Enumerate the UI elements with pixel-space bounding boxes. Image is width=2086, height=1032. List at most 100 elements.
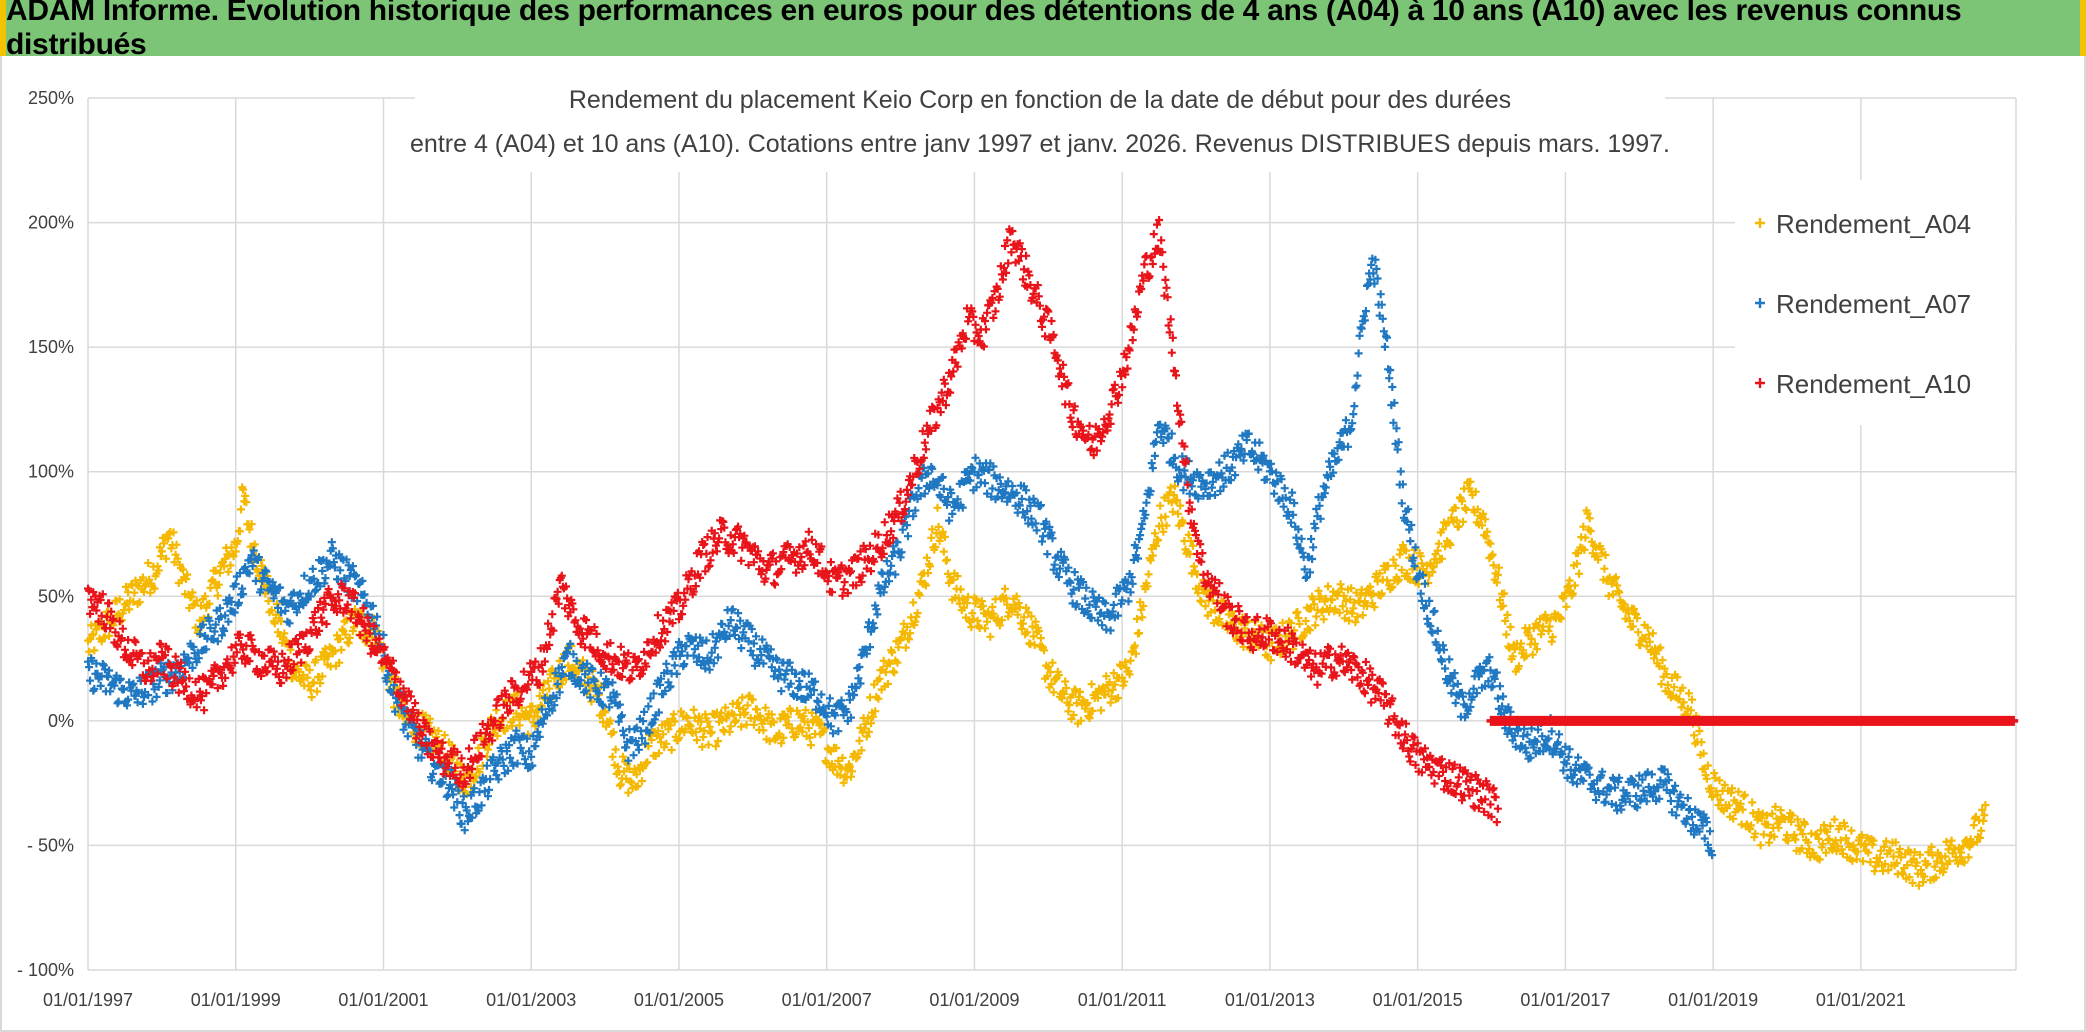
data-point	[1459, 692, 1467, 701]
data-point	[494, 775, 503, 784]
data-point	[1185, 550, 1194, 559]
data-point	[1317, 669, 1326, 678]
data-point	[689, 705, 698, 714]
data-point	[1875, 853, 1884, 862]
data-point	[1466, 703, 1475, 711]
data-point	[373, 612, 382, 621]
data-point	[588, 664, 597, 673]
data-point	[1410, 562, 1419, 571]
data-point	[497, 692, 506, 700]
data-point	[282, 673, 291, 682]
data-point	[904, 532, 912, 541]
data-point	[223, 599, 232, 608]
data-point	[653, 611, 662, 620]
data-point	[1429, 563, 1438, 572]
data-point	[1153, 220, 1161, 229]
data-point	[335, 596, 344, 605]
data-point	[1237, 445, 1246, 453]
data-point	[1128, 579, 1137, 588]
data-point	[1344, 442, 1352, 451]
data-point	[316, 582, 325, 591]
data-point	[1284, 637, 1293, 646]
data-point	[1004, 259, 1013, 268]
data-point	[742, 720, 751, 729]
data-point	[569, 650, 578, 659]
x-tick-label: 01/01/2019	[1668, 990, 1758, 1010]
data-point	[649, 689, 658, 698]
data-point	[996, 479, 1005, 488]
data-point	[1822, 848, 1830, 857]
data-point	[953, 495, 962, 504]
data-point	[1583, 509, 1592, 518]
data-point	[472, 731, 481, 740]
data-point	[1519, 646, 1528, 655]
data-point	[277, 679, 286, 687]
data-point	[1720, 780, 1729, 789]
data-point	[703, 533, 712, 542]
data-point	[826, 558, 835, 567]
data-point	[153, 669, 162, 678]
data-point	[1437, 657, 1446, 666]
data-point	[1891, 838, 1900, 847]
data-point	[1765, 838, 1774, 847]
data-point	[1065, 400, 1074, 409]
data-point	[1184, 530, 1193, 539]
data-point	[1980, 811, 1989, 820]
data-point	[1493, 804, 1502, 813]
data-point	[457, 754, 466, 763]
data-point	[1254, 465, 1263, 474]
data-point	[1014, 256, 1023, 265]
data-point	[285, 619, 294, 628]
data-point	[498, 713, 507, 722]
data-point	[1321, 483, 1330, 492]
data-point	[624, 756, 633, 765]
data-point	[1122, 585, 1131, 594]
data-point	[576, 676, 585, 685]
data-point	[1109, 669, 1118, 678]
data-point	[850, 691, 859, 700]
data-point	[119, 685, 128, 693]
data-point	[1481, 682, 1490, 690]
data-point	[692, 736, 701, 745]
data-point	[1188, 541, 1197, 550]
data-point	[1650, 654, 1658, 663]
data-point	[1149, 230, 1158, 239]
data-point	[1375, 569, 1384, 578]
data-point	[1294, 525, 1303, 534]
data-point	[874, 694, 883, 703]
data-point	[192, 703, 201, 712]
data-point	[379, 631, 388, 639]
data-point	[1306, 626, 1314, 635]
data-point	[218, 631, 226, 640]
data-point	[867, 567, 875, 576]
data-point	[564, 661, 573, 670]
data-point	[172, 540, 181, 549]
data-point	[641, 739, 650, 748]
data-point	[982, 325, 990, 334]
data-point	[563, 648, 572, 657]
data-point	[1114, 694, 1122, 702]
data-point	[681, 595, 690, 604]
data-point	[505, 741, 514, 750]
data-point	[120, 645, 129, 654]
data-point	[917, 473, 926, 482]
data-point	[945, 516, 954, 525]
data-point	[1277, 475, 1286, 484]
data-point	[535, 732, 544, 741]
data-point	[1623, 791, 1632, 800]
data-point	[1397, 566, 1406, 574]
data-point	[1114, 611, 1122, 620]
data-point	[115, 617, 124, 626]
data-point	[1584, 763, 1593, 772]
data-point	[1076, 687, 1084, 696]
data-point	[894, 643, 903, 652]
data-point	[1522, 748, 1531, 757]
data-point	[834, 756, 843, 765]
data-point	[157, 547, 166, 556]
data-point	[576, 640, 585, 648]
data-point	[1012, 592, 1021, 601]
data-point	[1699, 749, 1708, 758]
data-point	[981, 479, 989, 488]
data-point	[1187, 505, 1196, 514]
data-point	[207, 666, 216, 675]
